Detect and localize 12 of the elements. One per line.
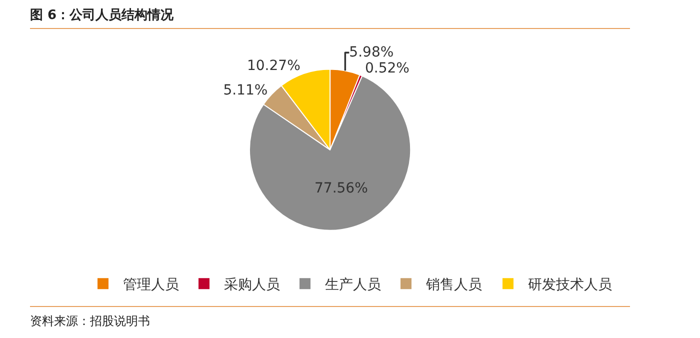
chart-title: 图 6：公司人员结构情况 bbox=[30, 6, 630, 29]
legend-label: 生产人员 bbox=[325, 277, 381, 294]
data-label: 10.27% bbox=[246, 58, 300, 74]
data-label: 0.52% bbox=[364, 60, 410, 77]
data-label: 5.98% bbox=[349, 44, 394, 61]
text: 资料来源：招股说明书 bbox=[30, 306, 630, 332]
legend-label: 管理人员 bbox=[123, 277, 179, 294]
data-label: 5.11% bbox=[223, 82, 268, 98]
legend-label: 采购人员 bbox=[224, 277, 280, 294]
legend-label: 研发技术人员 bbox=[528, 277, 612, 294]
data-label: 77.56% bbox=[314, 180, 368, 196]
legend-label: 销售人员 bbox=[425, 277, 482, 294]
